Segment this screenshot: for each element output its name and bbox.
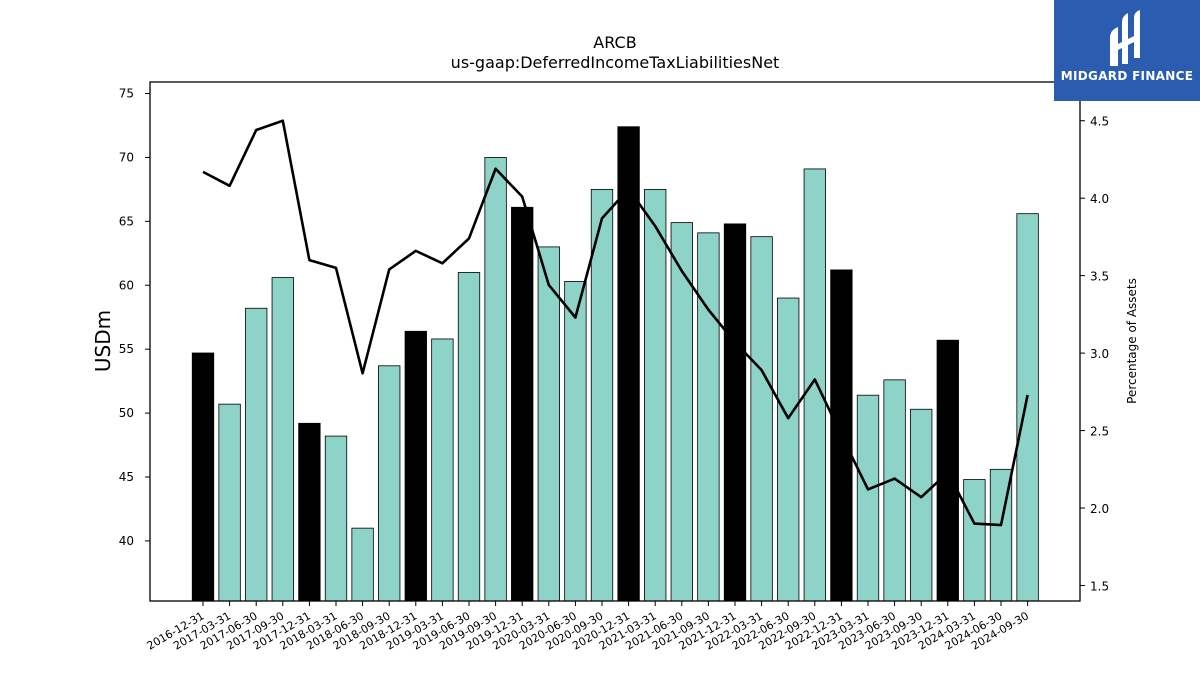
bar-2019-09-30	[484, 157, 507, 602]
bar-group	[191, 126, 1039, 602]
bar-2021-03-31	[644, 188, 667, 602]
bar-2019-06-30	[457, 272, 481, 602]
y-axis-label-left: USDm	[91, 310, 115, 372]
bar-2022-06-30	[777, 297, 800, 602]
bar-2023-09-30	[910, 408, 933, 602]
bar-2024-03-31	[963, 479, 986, 602]
chart-title: ARCB	[593, 33, 636, 52]
left-tick-label: 40	[119, 534, 134, 548]
left-axis-ticks: 40 45 50 55 60 65 70 75	[119, 87, 150, 548]
bar-2018-12-31	[404, 330, 427, 602]
right-tick-label: 4.0	[1090, 192, 1109, 206]
bar-2018-09-30	[378, 365, 401, 602]
left-tick-label: 75	[119, 87, 134, 101]
right-tick-label: 3.0	[1090, 347, 1109, 361]
logo-text: MIDGARD FINANCE	[1060, 69, 1194, 83]
left-tick-label: 45	[119, 470, 134, 484]
left-tick-label: 60	[119, 278, 134, 292]
bar-2018-03-31	[324, 435, 348, 602]
bar-2023-12-31	[936, 339, 959, 602]
bar-2017-12-31	[298, 422, 321, 602]
line-group	[202, 119, 1029, 527]
bar-2018-06-30	[351, 527, 374, 602]
bar-2024-09-30	[1016, 213, 1039, 602]
right-tick-label: 1.5	[1090, 580, 1109, 594]
bar-2022-03-31	[750, 236, 773, 602]
right-tick-label: 4.5	[1090, 115, 1109, 129]
right-tick-label: 3.5	[1090, 270, 1109, 284]
bar-2020-03-31	[537, 246, 560, 602]
y-axis-label-right: Percentage of Assets	[1125, 278, 1139, 404]
right-tick-label: 2.0	[1090, 502, 1109, 516]
logo-mark-icon	[1110, 10, 1140, 66]
bar-2020-06-30	[564, 281, 587, 602]
bar-2016-12-31	[191, 352, 215, 602]
bar-2017-03-31	[218, 403, 241, 602]
left-tick-label: 55	[119, 342, 134, 356]
left-tick-label: 50	[119, 406, 134, 420]
bar-2023-03-31	[856, 394, 880, 602]
brand-logo: MIDGARD FINANCE	[1054, 0, 1200, 101]
x-axis-ticks: 2016-12-312017-03-312017-06-302017-09-30…	[145, 601, 1031, 653]
bar-2017-09-30	[271, 277, 294, 602]
right-axis-ticks: 1.5 2.0 2.5 3.0 3.5 4.0 4.5	[1080, 115, 1109, 594]
plot-frame	[149, 81, 1081, 602]
left-tick-label: 65	[119, 214, 134, 228]
bar-2021-09-30	[697, 232, 720, 602]
bar-2017-06-30	[245, 307, 268, 602]
bar-2023-06-30	[883, 379, 906, 602]
left-tick-label: 70	[119, 150, 134, 164]
bar-2019-12-31	[511, 206, 534, 602]
chart-subtitle: us-gaap:DeferredIncomeTaxLiabilitiesNet	[451, 53, 780, 72]
bar-2021-12-31	[723, 223, 747, 602]
bar-2022-09-30	[803, 168, 826, 602]
bar-2019-03-31	[431, 338, 454, 602]
right-tick-label: 2.5	[1090, 425, 1109, 439]
bar-2021-06-30	[670, 222, 693, 602]
line-percentage-of-assets	[202, 119, 1029, 527]
